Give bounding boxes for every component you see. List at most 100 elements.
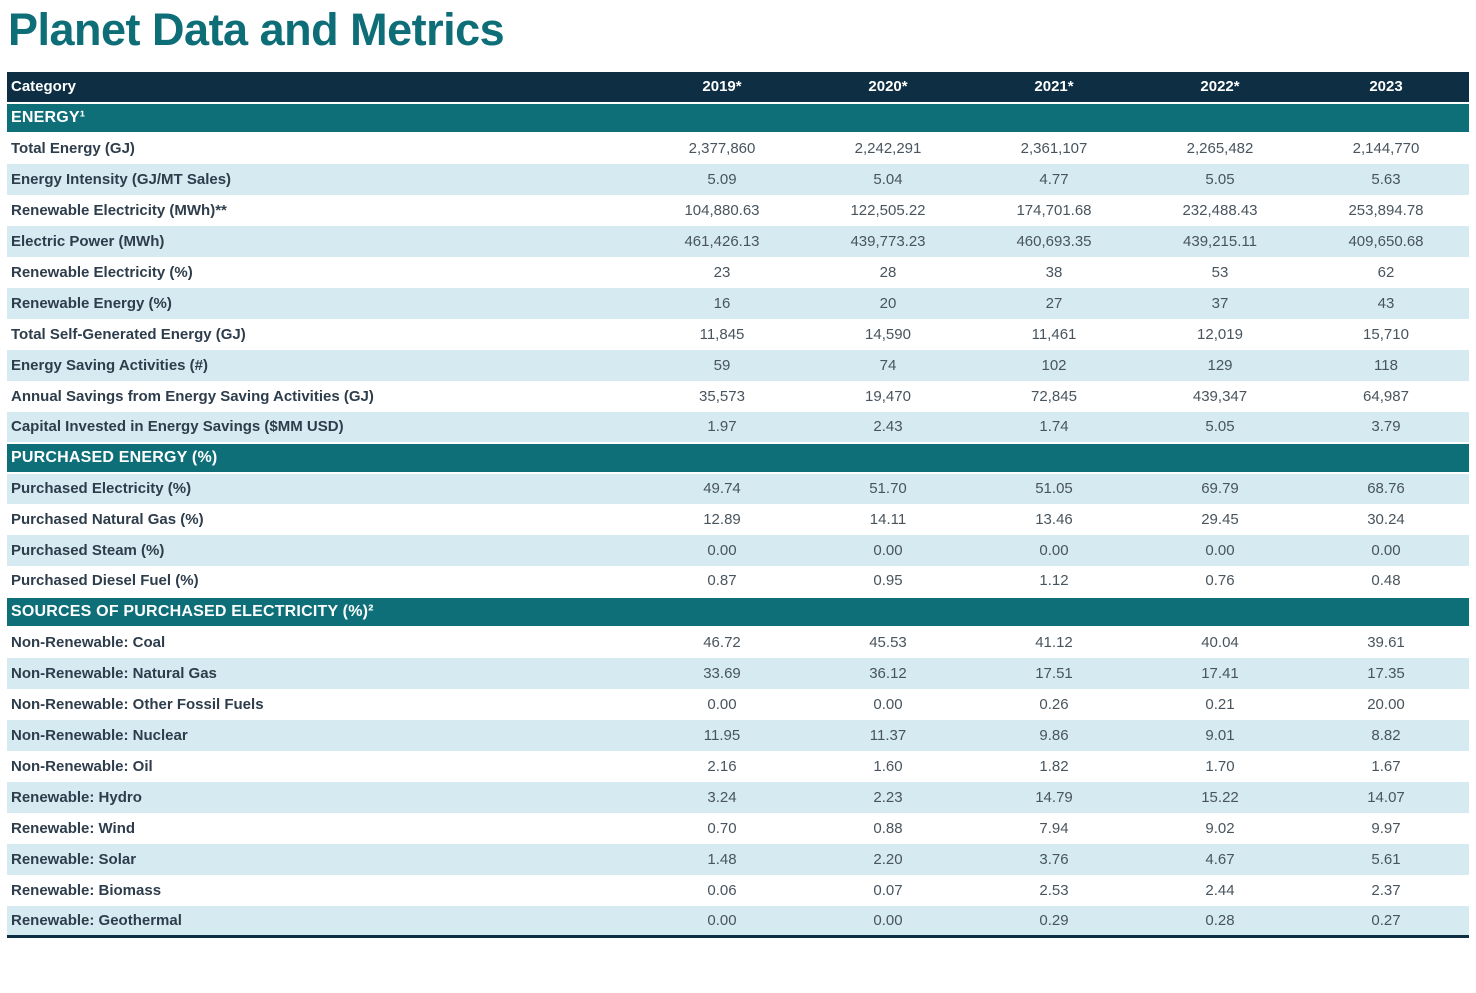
column-header-2022: 2022* [1137,71,1303,104]
row-value: 9.01 [1137,719,1303,751]
section-header-row: SOURCES OF PURCHASED ELECTRICITY (%)² [7,595,1469,628]
column-header-2021: 2021* [971,71,1137,104]
row-label: Renewable Electricity (MWh)** [7,194,639,226]
row-value: 0.00 [1303,534,1469,566]
row-label: Electric Power (MWh) [7,225,639,257]
row-value: 3.76 [971,843,1137,875]
row-value: 43 [1303,287,1469,319]
row-value: 20.00 [1303,688,1469,720]
row-label: Annual Savings from Energy Saving Activi… [7,380,639,412]
row-value: 13.46 [971,503,1137,535]
row-value: 28 [805,256,971,288]
table-row: Renewable Electricity (%) 23 28 38 53 62 [7,256,1469,288]
table-row: Renewable: Solar 1.48 2.20 3.76 4.67 5.61 [7,843,1469,875]
table-row: Renewable: Wind 0.70 0.88 7.94 9.02 9.97 [7,812,1469,844]
row-label: Non-Renewable: Other Fossil Fuels [7,688,639,720]
table-row: Energy Intensity (GJ/MT Sales) 5.09 5.04 4.… [7,163,1469,195]
row-label: Renewable: Geothermal [7,905,639,937]
row-value: 2,361,107 [971,132,1137,164]
row-value: 74 [805,349,971,381]
table-row: Renewable: Biomass 0.06 0.07 2.53 2.44 2.37 [7,874,1469,906]
row-value: 5.05 [1137,163,1303,195]
row-value: 49.74 [639,472,805,504]
row-value: 0.76 [1137,565,1303,597]
row-value: 439,773.23 [805,225,971,257]
row-value: 409,650.68 [1303,225,1469,257]
table-body: ENERGY¹ Total Energy (GJ) 2,377,860 2,242,2… [7,101,1469,937]
row-value: 37 [1137,287,1303,319]
row-value: 0.28 [1137,905,1303,937]
row-value: 0.87 [639,565,805,597]
row-value: 15,710 [1303,318,1469,350]
table-row: Purchased Diesel Fuel (%) 0.87 0.95 1.12 0.7… [7,565,1469,597]
row-value: 3.79 [1303,411,1469,443]
row-value: 1.82 [971,750,1137,782]
row-label: Capital Invested in Energy Savings ($MM … [7,411,639,443]
row-value: 27 [971,287,1137,319]
row-value: 0.26 [971,688,1137,720]
row-label: Renewable: Solar [7,843,639,875]
table-row: Renewable: Hydro 3.24 2.23 14.79 15.22 14.07 [7,781,1469,813]
row-value: 8.82 [1303,719,1469,751]
row-value: 0.00 [805,905,971,937]
table-row: Purchased Steam (%) 0.00 0.00 0.00 0.00 0.00 [7,534,1469,566]
row-value: 0.29 [971,905,1137,937]
row-value: 35,573 [639,380,805,412]
row-value: 2.43 [805,411,971,443]
row-value: 4.77 [971,163,1137,195]
row-value: 3.24 [639,781,805,813]
table-row: Total Self-Generated Energy (GJ) 11,845 14… [7,318,1469,350]
row-value: 2,265,482 [1137,132,1303,164]
row-value: 1.74 [971,411,1137,443]
row-value: 1.12 [971,565,1137,597]
table-header-row: Category 2019* 2020* 2021* 2022* 2023 [7,71,1469,104]
row-label: Non-Renewable: Natural Gas [7,657,639,689]
row-label: Total Energy (GJ) [7,132,639,164]
row-value: 15.22 [1137,781,1303,813]
row-value: 174,701.68 [971,194,1137,226]
row-value: 14.07 [1303,781,1469,813]
row-value: 5.09 [639,163,805,195]
row-value: 33.69 [639,657,805,689]
row-value: 1.48 [639,843,805,875]
row-label: Non-Renewable: Coal [7,626,639,658]
row-label: Renewable: Hydro [7,781,639,813]
row-value: 11.37 [805,719,971,751]
row-value: 19,470 [805,380,971,412]
row-value: 2.20 [805,843,971,875]
row-value: 439,215.11 [1137,225,1303,257]
row-value: 2,377,860 [639,132,805,164]
table-row: Annual Savings from Energy Saving Activi… [7,380,1469,412]
row-value: 11,845 [639,318,805,350]
row-value: 12.89 [639,503,805,535]
row-value: 5.63 [1303,163,1469,195]
section-header-row: ENERGY¹ [7,101,1469,134]
row-value: 0.00 [971,534,1137,566]
row-value: 0.00 [1137,534,1303,566]
row-value: 14.11 [805,503,971,535]
table-row: Non-Renewable: Oil 2.16 1.60 1.82 1.70 1.67 [7,750,1469,782]
row-value: 122,505.22 [805,194,971,226]
row-value: 45.53 [805,626,971,658]
row-value: 59 [639,349,805,381]
row-value: 38 [971,256,1137,288]
row-value: 118 [1303,349,1469,381]
row-value: 1.60 [805,750,971,782]
row-value: 0.27 [1303,905,1469,937]
row-value: 461,426.13 [639,225,805,257]
row-value: 2.44 [1137,874,1303,906]
row-label: Renewable: Wind [7,812,639,844]
row-value: 72,845 [971,380,1137,412]
row-value: 2,242,291 [805,132,971,164]
row-label: Non-Renewable: Nuclear [7,719,639,751]
row-value: 36.12 [805,657,971,689]
row-value: 2.37 [1303,874,1469,906]
column-header-2019: 2019* [639,71,805,104]
table-row: Capital Invested in Energy Savings ($MM … [7,411,1469,443]
section-header: PURCHASED ENERGY (%) [7,441,1469,474]
row-value: 7.94 [971,812,1137,844]
table-row: Non-Renewable: Other Fossil Fuels 0.00 0.0… [7,688,1469,720]
row-value: 30.24 [1303,503,1469,535]
row-value: 0.70 [639,812,805,844]
row-value: 11,461 [971,318,1137,350]
